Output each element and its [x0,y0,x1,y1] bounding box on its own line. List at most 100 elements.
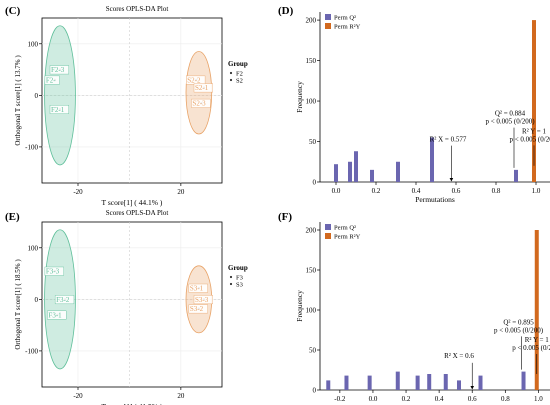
x-tick-label: 20 [177,392,185,400]
point-label: F2- [46,76,56,84]
legend-entry: S3 [236,282,243,289]
panel-label: (F) [278,211,292,223]
point-label: F3-1 [48,311,62,319]
point-label: F2-3 [51,66,65,74]
panel-d: (D) 0 50 100 150 200 0.0 0.2 0.4 0.6 0.8 1.0 Permuta… [278,5,550,204]
bar-permq2 [367,375,372,390]
point-label: S2-3 [192,100,206,108]
y-axis-label: Orthogonal T score[1] ( 13.7% ) [14,55,22,146]
x-tick-label: 0.8 [501,395,510,403]
point-label: S3-1 [190,285,204,293]
point-label-box [49,105,69,114]
r2x-marker-arrow [470,386,475,390]
legend-title: Group [228,60,248,68]
panel-label: (D) [278,5,294,17]
annotation-subtext: p < 0.005 (0/200) [485,118,535,126]
annotation-text: R² X = 0.6 [444,352,474,360]
annotation-text: Q² = 0.895 [503,318,534,326]
bar-permq2 [348,161,352,182]
bar-permq2 [415,375,420,390]
legend-marker [229,71,233,75]
annotation-text: Q² = 0.884 [495,110,526,118]
x-tick-label: 0.6 [468,395,477,403]
legend-marker [229,282,233,286]
legend-entry: Perm R²Y [334,234,361,241]
x-tick-label: 0.0 [332,187,341,195]
y-tick-label: -100 [25,143,38,151]
y-axis-label: Frequency [295,290,304,322]
point-label-box [44,266,64,276]
y-tick-label: -100 [25,347,38,355]
panel-label: (E) [5,211,20,223]
annotation-text: R² X = 0.577 [430,136,467,144]
point-label-box [54,295,75,305]
legend-entry: Perm Q² [334,15,356,22]
y-tick-label: 150 [306,57,317,65]
point-label: S3-2 [190,305,204,313]
y-tick-label: 100 [306,98,317,106]
x-tick-label: 0.4 [412,187,421,195]
x-tick-label: 0.8 [492,187,501,195]
annotation-subtext: p < 0.005 (0/200) [512,344,550,352]
legend-swatch [325,233,331,239]
y-tick-label: 150 [306,267,317,275]
x-axis-label: Permutations [415,403,455,405]
bar-permq2 [514,169,518,182]
point-label: S3-3 [195,296,209,304]
y-axis-label: Frequency [295,81,304,113]
panel-e: (E) Scores OPLS-DA Plot -20 20 -100 0 100 T sco… [5,209,248,405]
bar-permr2y [534,230,539,390]
annotation-text: R² Y = 1 [522,127,547,135]
y-tick-label: 0 [35,296,39,304]
annotation-text: R² Y = 1 [525,336,550,344]
y-tick-label: 100 [306,307,317,315]
bar-permq2 [521,371,526,390]
chart-title: Scores OPLS-DA Plot [106,209,169,217]
y-tick-label: 0 [35,92,39,100]
point-label-box [44,75,60,85]
chart-title: Scores OPLS-DA Plot [106,5,169,13]
bar-permq2 [396,161,400,182]
bar-permq2 [334,164,338,182]
x-tick-label: -20 [73,188,83,196]
x-tick-label: 1.0 [532,187,541,195]
point-label-box [188,283,208,293]
x-axis-label: T score[1] ( 44.1% ) [102,198,163,207]
point-label: S2-2 [187,76,201,84]
point-label-box [193,83,213,93]
point-label: F3-3 [46,267,60,275]
bar-permq2 [395,371,400,390]
panel-f: (F) 0 50 100 150 200 -0.2 0.0 0.2 0.4 0.6 0.8 1.0 Per… [278,211,550,405]
point-label: S2-1 [195,84,209,92]
bar-permq2 [427,374,432,390]
legend-swatch [325,14,331,20]
point-label-box [188,304,208,314]
legend-marker [229,275,233,279]
x-tick-label: 0.0 [369,395,378,403]
bar-permq2 [456,380,461,390]
legend-entry: F3 [236,275,243,282]
bar-permq2 [370,169,374,182]
y-tick-label: 200 [306,17,317,25]
point-label-box [191,98,211,108]
point-label-box [49,65,69,75]
x-tick-label: -20 [73,392,83,400]
x-axis-label: T score[1] ( 41.5% ) [102,402,163,405]
bar-permq2 [344,375,349,390]
y-tick-label: 0 [313,179,317,187]
y-tick-label: 0 [313,387,317,395]
x-tick-label: -0.2 [334,395,346,403]
bar-permq2 [443,374,448,390]
legend-entry: Perm Q² [334,225,356,232]
panel-c: (C) Scores OPLS-DA Plot -20 20 -100 0 100 T sco… [5,5,248,207]
bar-permr2y [532,20,536,182]
legend-entry: S2 [236,78,243,85]
x-tick-label: 0.2 [372,187,381,195]
confidence-ellipse-f2 [44,25,76,166]
y-tick-label: 200 [306,227,317,235]
y-tick-label: 100 [28,40,39,48]
confidence-ellipse-s2 [185,51,213,135]
point-label-box [47,310,67,320]
point-label: F3-2 [56,296,70,304]
